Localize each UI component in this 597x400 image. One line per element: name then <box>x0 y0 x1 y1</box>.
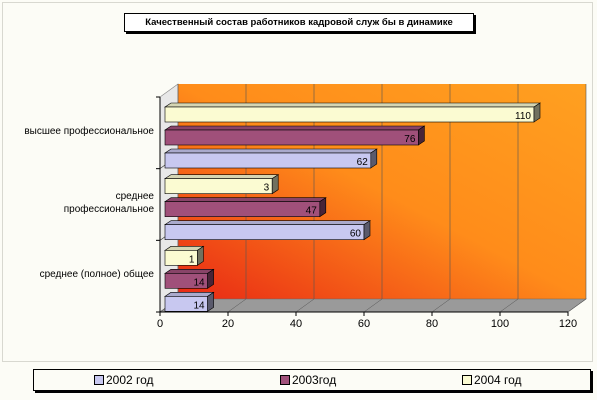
x-tick-label: 40 <box>290 318 302 330</box>
floor-gridline <box>499 298 519 313</box>
legend-item-2002: 2002 год <box>94 370 154 390</box>
chart-title: Качественный состав работников кадровой … <box>124 13 474 32</box>
data-label: 3 <box>264 183 270 194</box>
bar-top <box>164 220 371 225</box>
bar-side <box>319 197 327 218</box>
x-tick-label: 80 <box>426 318 438 330</box>
data-label: 1 <box>189 254 195 265</box>
data-label: 60 <box>350 229 362 240</box>
bar-side <box>207 291 214 312</box>
bar-side <box>533 102 541 123</box>
bar-top <box>164 269 215 274</box>
x-tick-label: 0 <box>157 318 163 330</box>
legend-swatch-2004 <box>462 375 472 385</box>
category-label: среднее (полное) общее <box>40 268 155 280</box>
bar <box>164 201 321 217</box>
legend-item-2003: 2003год <box>280 370 336 390</box>
legend-swatch-2002 <box>94 375 104 385</box>
data-label: 47 <box>306 206 318 217</box>
x-tick-label: 20 <box>222 318 234 330</box>
chart-frame <box>2 2 593 362</box>
floor-gridline <box>227 298 247 313</box>
bar-side <box>271 174 279 195</box>
x-tick-label: 60 <box>358 318 370 330</box>
data-label: 110 <box>515 111 531 122</box>
x-tick-label: 100 <box>491 318 509 330</box>
legend-item-2004: 2004 год <box>462 370 522 390</box>
category-label: высшее профессиональное <box>24 125 154 137</box>
x-tick-label: 120 <box>559 318 577 330</box>
floor-gridline <box>363 298 383 313</box>
bar-top <box>164 125 426 131</box>
bar-top <box>164 246 205 251</box>
legend-swatch-2003 <box>280 375 290 385</box>
bar-side <box>418 125 425 146</box>
bar-side <box>370 148 378 169</box>
bar-side <box>197 245 204 266</box>
bar-top <box>164 148 378 154</box>
bar <box>164 152 372 169</box>
category-label: среднее <box>116 191 155 202</box>
bar <box>164 129 419 146</box>
floor-gridline <box>295 298 315 313</box>
data-label: 14 <box>193 277 205 288</box>
data-label: 14 <box>193 300 205 311</box>
bar-top <box>164 197 327 202</box>
category-label: профессиональное <box>64 203 155 215</box>
bar-side <box>207 268 214 289</box>
legend: 2002 год 2003год 2004 год <box>33 369 591 391</box>
legend-label-2002: 2002 год <box>106 373 154 387</box>
legend-label-2003: 2003год <box>292 373 337 387</box>
bar <box>164 106 535 123</box>
legend-label-2004: 2004 год <box>474 373 522 387</box>
bar-top <box>164 292 215 297</box>
floor-gridline <box>431 298 451 313</box>
bar-side <box>363 220 371 241</box>
bar-top <box>164 102 541 108</box>
data-label: 62 <box>357 157 369 168</box>
data-label: 76 <box>404 134 416 145</box>
bar <box>164 224 365 240</box>
bar <box>164 178 273 194</box>
bar-top <box>164 174 280 179</box>
floor-gridline <box>567 298 587 313</box>
